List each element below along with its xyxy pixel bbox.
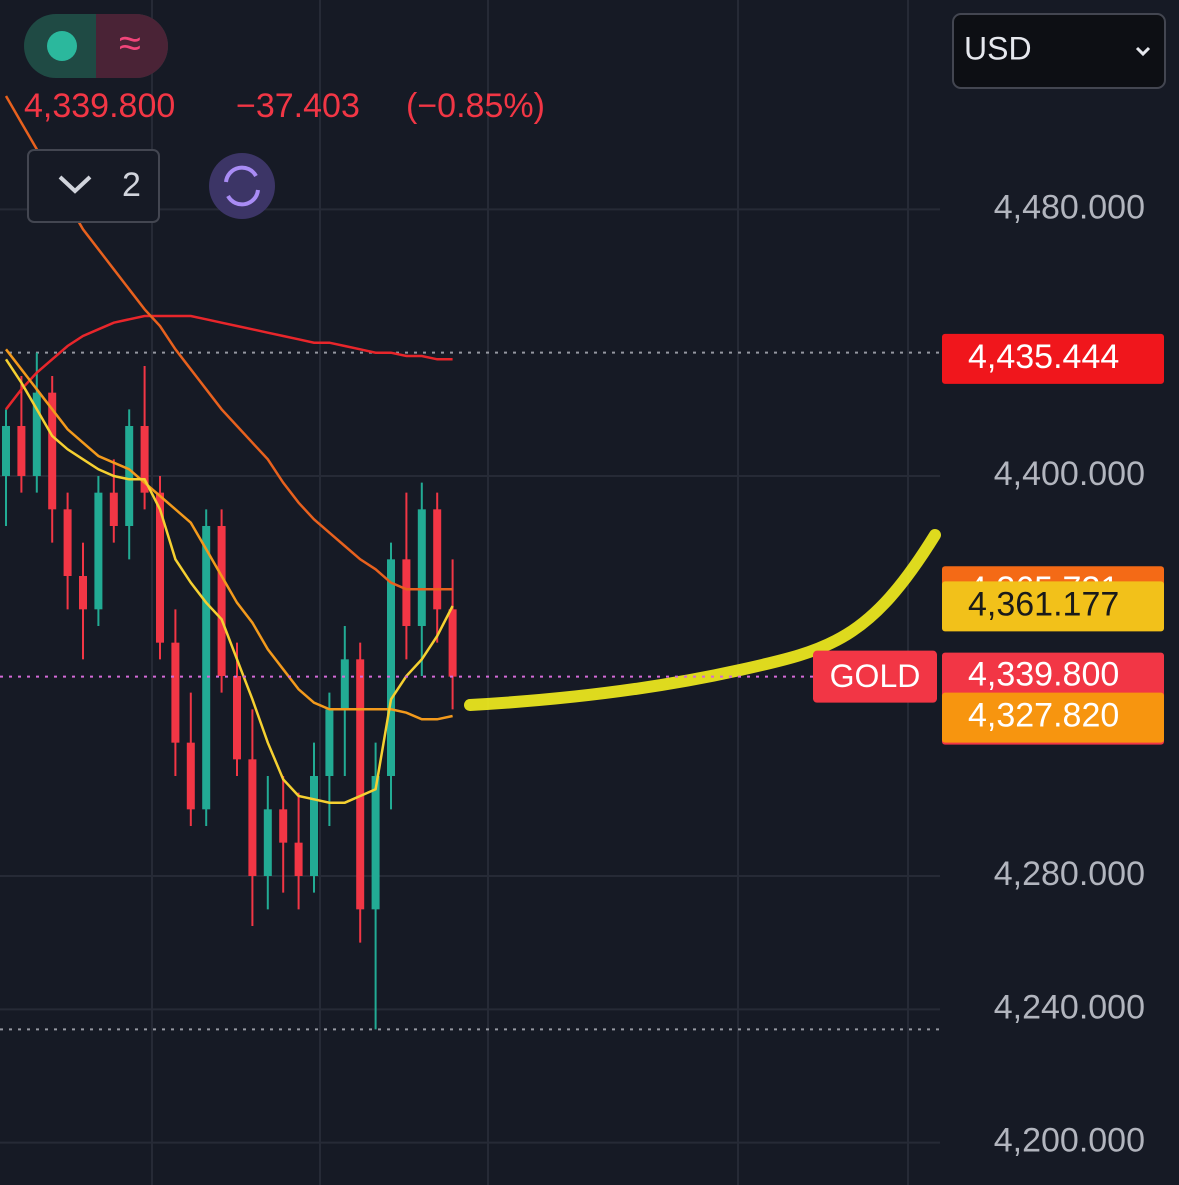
price-label: 4,339.800: [968, 656, 1119, 694]
currency-select[interactable]: USD: [952, 13, 1166, 89]
candle-body: [140, 426, 149, 493]
price-badge: [942, 581, 1164, 632]
candle-body: [109, 492, 118, 526]
moving-average: [4, 358, 454, 804]
price-badge: [942, 692, 1164, 743]
toggle-right: [96, 14, 168, 78]
y-tick-label: 4,240.000: [994, 988, 1145, 1026]
refresh-bg: [209, 153, 275, 219]
chevron-icon: [58, 175, 92, 194]
refresh-icon: [224, 165, 260, 207]
y-tick-label: 4,200.000: [994, 1122, 1145, 1160]
currency: USD: [964, 30, 1032, 66]
candle-body: [2, 426, 10, 476]
candle-body: [279, 809, 288, 843]
candle-body: [156, 492, 164, 643]
candle-body: [202, 526, 211, 810]
change-pct: (−0.85%): [406, 87, 545, 125]
price-label: 4,327.820: [968, 697, 1119, 735]
candle-body: [32, 392, 41, 476]
y-tick-label: 4,280.000: [994, 855, 1145, 893]
candle-body: [433, 509, 442, 610]
price-label: 4,435.444: [968, 338, 1119, 376]
candle-body: [248, 759, 257, 876]
moving-average: [5, 314, 453, 411]
price-badge: [942, 333, 1164, 384]
symbol-badge: [813, 650, 937, 703]
candle-body: [79, 576, 87, 610]
candle-body: [263, 809, 272, 876]
refresh-button[interactable]: [209, 153, 275, 219]
candle-body: [94, 492, 103, 610]
candle-body: [387, 559, 395, 776]
candle-body: [325, 709, 334, 776]
candle-body: [340, 659, 349, 710]
hand-drawn-forecast: [464, 529, 941, 711]
select-chevron: [1135, 46, 1151, 57]
candle-body: [48, 392, 57, 510]
toggle[interactable]: ≈: [24, 14, 168, 78]
candle-body: [294, 842, 303, 876]
candle-body: [417, 509, 426, 626]
candle-body: [310, 776, 318, 876]
indicator-count: 2: [122, 166, 141, 204]
change: −37.403: [236, 87, 360, 125]
candle-body: [233, 676, 241, 760]
button-bg: [27, 149, 160, 223]
vertical-grid: [151, 0, 909, 1185]
candle-body: [125, 426, 134, 526]
candle-body: [356, 659, 365, 910]
last-price: 4,339.800: [24, 87, 175, 125]
wave-icon: ≈: [119, 22, 141, 66]
candle-body: [171, 642, 180, 743]
price-label: 4,361.177: [968, 585, 1119, 623]
y-tick-label: 4,480.000: [994, 188, 1145, 226]
candle-body: [17, 426, 26, 476]
symbol-label: GOLD: [830, 658, 921, 694]
candle-body: [371, 776, 380, 910]
y-tick-label: 4,400.000: [994, 455, 1145, 493]
candle-body: [217, 526, 226, 676]
candle-body: [448, 609, 457, 677]
candle-body: [63, 509, 72, 576]
dot-icon: [47, 31, 77, 61]
indicator-toggle[interactable]: 2: [27, 149, 160, 223]
candle-body: [186, 742, 195, 810]
candle-body: [402, 559, 411, 626]
moving-average: [5, 348, 453, 721]
moving-average: [4, 95, 453, 591]
select-bg: [952, 13, 1166, 89]
plot: [0, 95, 940, 1144]
